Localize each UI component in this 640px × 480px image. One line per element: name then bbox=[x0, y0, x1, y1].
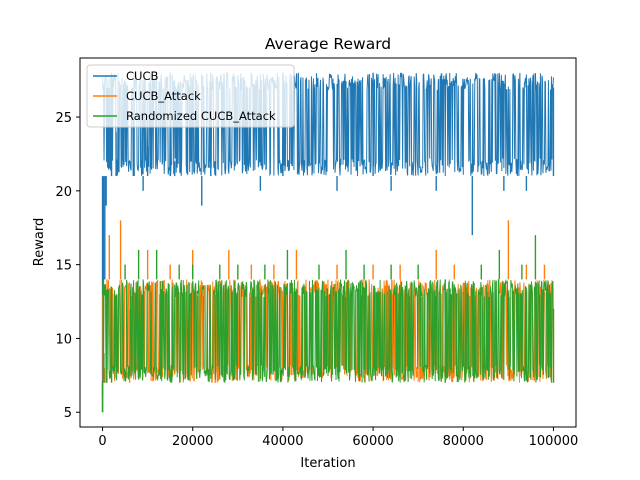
legend-label: CUCB bbox=[126, 69, 158, 83]
x-axis-title: Iteration bbox=[300, 456, 355, 471]
legend-label: Randomized CUCB_Attack bbox=[126, 109, 276, 123]
chart-title: Average Reward bbox=[265, 35, 391, 53]
y-tick-label: 20 bbox=[55, 185, 72, 200]
legend-box bbox=[86, 64, 295, 128]
y-tick-label: 5 bbox=[64, 406, 72, 421]
x-tick-label: 80000 bbox=[443, 434, 484, 449]
y-tick-label: 25 bbox=[55, 111, 72, 126]
legend-label: CUCB_Attack bbox=[126, 89, 201, 103]
x-tick-label: 0 bbox=[98, 434, 106, 449]
x-tick-label: 100000 bbox=[529, 434, 579, 449]
legend: CUCB CUCB_Attack Randomized CUCB_Attack bbox=[86, 64, 295, 128]
y-tick-label: 15 bbox=[55, 259, 72, 274]
x-tick-label: 20000 bbox=[172, 434, 213, 449]
x-tick-label: 40000 bbox=[262, 434, 303, 449]
y-axis-title: Reward bbox=[32, 218, 47, 266]
series-randomized-cucb-attack bbox=[101, 235, 555, 413]
series-band-line bbox=[102, 278, 554, 384]
x-tick-label: 60000 bbox=[352, 434, 393, 449]
y-axis: 5 10 15 20 25 bbox=[55, 111, 80, 421]
x-axis: 0 20000 40000 60000 80000 100000 bbox=[98, 427, 578, 449]
plot-frame bbox=[79, 57, 577, 428]
y-tick-label: 10 bbox=[55, 332, 72, 347]
